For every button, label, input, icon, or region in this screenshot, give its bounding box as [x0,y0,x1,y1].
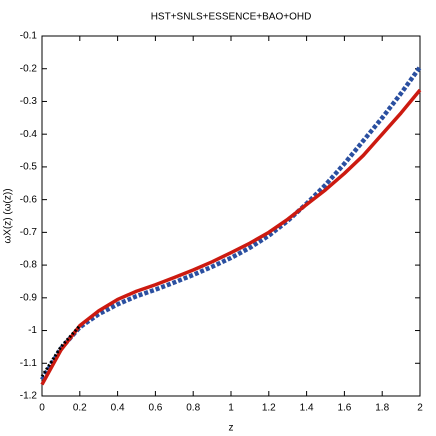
series-line [40,88,422,386]
x-tick-label: 1.4 [300,403,314,414]
y-tick-label: -1.1 [20,358,38,369]
y-tick-label: -0.3 [20,96,38,107]
y-axis-label: ωX(z) (ω(z)) [3,188,14,243]
x-tick-label: 0.4 [111,403,125,414]
y-tick-label: -0.6 [20,194,38,205]
x-axis-label: z [229,423,234,434]
x-tick-label: 1.8 [375,403,389,414]
x-tick-label: 1.2 [262,403,276,414]
y-tick-label: -0.9 [20,292,38,303]
x-tick-label: 0.2 [73,403,87,414]
plot-frame [41,35,421,397]
y-tick-label: -1 [28,325,37,336]
y-tick-label: -1.2 [20,391,38,402]
x-tick-label: 2 [417,403,423,414]
x-tick-label: 0 [39,403,45,414]
y-tick-label: -0.7 [20,227,38,238]
series-line [40,65,422,381]
y-tick-label: -0.2 [20,63,38,74]
x-tick-label: 0.6 [148,403,162,414]
y-tick-label: -0.4 [20,129,38,140]
y-tick-label: -0.8 [20,260,38,271]
y-tick-label: -0.5 [20,162,38,173]
series-line [40,324,81,378]
y-tick-label: -0.1 [20,31,38,42]
chart-title: HST+SNLS+ESSENCE+BAO+OHD [151,12,312,23]
x-tick-label: 1.6 [337,403,351,414]
x-tick-label: 0.8 [186,403,200,414]
x-tick-label: 1 [228,403,234,414]
